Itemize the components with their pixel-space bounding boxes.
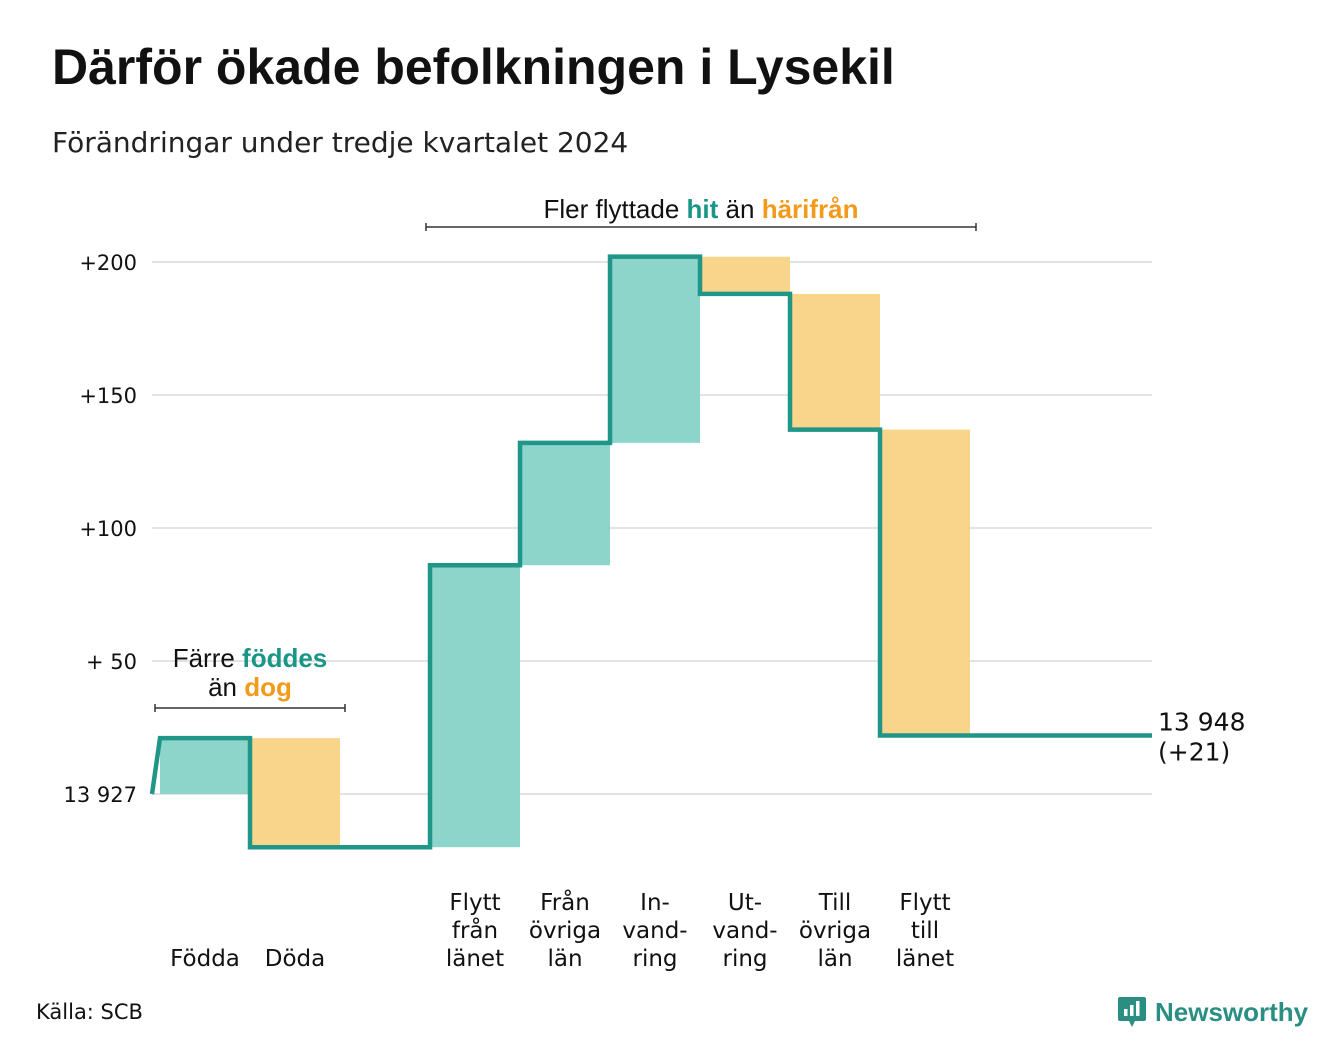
category-label: Döda xyxy=(265,946,325,972)
annotation-plain-text: Färre xyxy=(173,643,242,673)
annotation-teal-text: hit xyxy=(687,194,719,224)
y-tick-label: + 50 xyxy=(86,650,137,674)
annotation-text: Fler flyttade hit än härifrån xyxy=(543,194,858,224)
annotation-orange-text: dog xyxy=(244,672,292,702)
annotation-plain-text: än xyxy=(208,672,244,702)
category-label: från xyxy=(452,916,498,944)
source-note: Källa: SCB xyxy=(36,1000,143,1024)
brand-logo[interactable]: Newsworthy xyxy=(1117,995,1308,1029)
category-label: övriga xyxy=(529,918,601,944)
waterfall-bar xyxy=(880,429,970,736)
category-label: Flytt xyxy=(449,890,500,916)
annotation-teal-text: föddes xyxy=(242,643,327,673)
category-label: Flytt xyxy=(899,890,950,916)
category-label: ring xyxy=(632,946,677,972)
category-label: Födda xyxy=(170,946,240,972)
y-tick-label: 13 927 xyxy=(64,783,137,807)
category-label: Till xyxy=(818,890,852,916)
annotation-plain-text: Fler flyttade xyxy=(543,194,686,224)
annotation-text: än dog xyxy=(208,672,292,702)
waterfall-bar xyxy=(790,293,880,430)
category-label: ring xyxy=(722,946,767,972)
category-label: vand- xyxy=(712,918,777,944)
category-label: vand- xyxy=(622,918,687,944)
category-label: Från xyxy=(540,888,590,916)
annotation-orange-text: härifrån xyxy=(762,194,859,224)
waterfall-bar xyxy=(520,442,610,566)
annotation-plain-text: än xyxy=(718,194,761,224)
category-label: länet xyxy=(446,946,504,972)
end-value-label: (+21) xyxy=(1158,737,1230,766)
y-tick-label: +100 xyxy=(79,517,137,541)
category-label: Ut- xyxy=(728,890,762,916)
category-label: till xyxy=(911,918,939,944)
cumulative-step-line xyxy=(149,254,1152,850)
category-label: In- xyxy=(640,890,670,916)
brand-name: Newsworthy xyxy=(1155,996,1309,1027)
category-label: övriga xyxy=(799,918,871,944)
y-tick-label: +200 xyxy=(79,251,137,275)
y-tick-label: +150 xyxy=(79,384,137,408)
chart-title: Därför ökade befolkningen i Lysekil xyxy=(52,39,895,95)
waterfall-bar xyxy=(430,565,520,848)
chart-subtitle: Förändringar under tredje kvartalet 2024 xyxy=(52,126,629,159)
newsworthy-logo-icon xyxy=(1118,997,1146,1027)
waterfall-bar xyxy=(700,256,790,294)
waterfall-bar xyxy=(250,738,340,848)
end-value-label: 13 948 xyxy=(1158,707,1245,736)
category-label: länet xyxy=(896,946,954,972)
category-label: län xyxy=(547,946,582,972)
category-label: län xyxy=(817,946,852,972)
waterfall-bar xyxy=(610,256,700,443)
waterfall-bar xyxy=(160,738,250,794)
annotation-text: Färre föddes xyxy=(173,643,328,673)
